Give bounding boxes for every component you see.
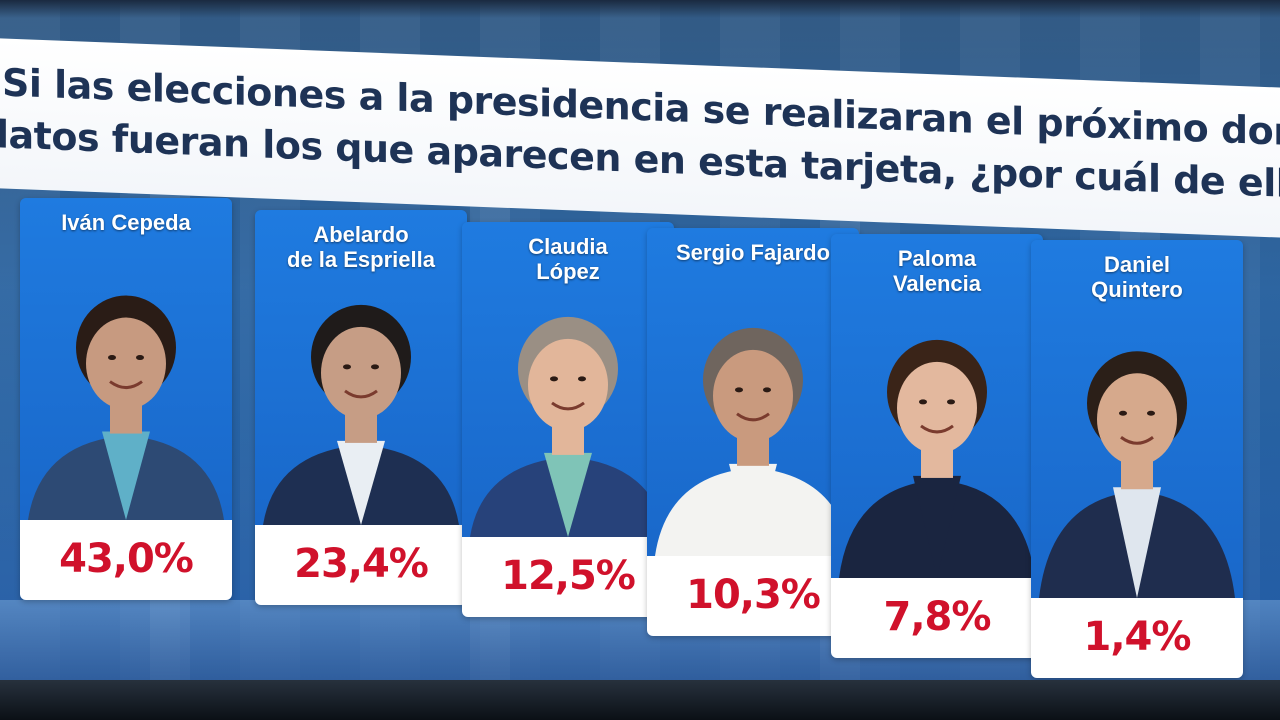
- candidate-photo: [470, 316, 666, 537]
- percentage-box: 43,0%: [20, 520, 232, 600]
- candidate-photo: [28, 295, 224, 520]
- candidate-name: Iván Cepeda: [61, 210, 191, 235]
- percentage-value: 10,3%: [686, 572, 821, 618]
- candidate-photo: [1039, 351, 1235, 598]
- candidate-card: Claudia López 12,5%: [462, 222, 674, 617]
- candidate-card: Sergio Fajardo 10,3%: [647, 228, 859, 636]
- candidate-photo: [263, 304, 459, 525]
- percentage-box: 7,8%: [831, 578, 1043, 658]
- screen-top-bezel: [0, 0, 1280, 18]
- percentage-box: 10,3%: [647, 556, 859, 636]
- candidate-card: Iván Cepeda 43,0%: [20, 198, 232, 600]
- candidate-name: Claudia López: [528, 234, 608, 284]
- percentage-value: 43,0%: [59, 536, 194, 582]
- percentage-value: 12,5%: [501, 553, 636, 599]
- screen-bottom-bezel: [0, 680, 1280, 720]
- candidate-photo: [839, 339, 1035, 578]
- percentage-value: 23,4%: [294, 541, 429, 587]
- percentage-value: 1,4%: [1083, 614, 1192, 660]
- percentage-box: 1,4%: [1031, 598, 1243, 678]
- candidate-card: Abelardo de la Espriella 23,4%: [255, 210, 467, 605]
- candidate-photo: [655, 327, 851, 556]
- percentage-box: 23,4%: [255, 525, 467, 605]
- percentage-value: 7,8%: [883, 594, 992, 640]
- candidate-name: Paloma Valencia: [892, 246, 982, 296]
- candidate-card: Paloma Valencia 7,8%: [831, 234, 1043, 658]
- percentage-box: 12,5%: [462, 537, 674, 617]
- candidate-name: Abelardo de la Espriella: [287, 222, 435, 272]
- candidate-card: Daniel Quintero 1,4%: [1031, 240, 1243, 678]
- candidate-name: Daniel Quintero: [1091, 252, 1183, 302]
- candidate-name: Sergio Fajardo: [675, 240, 831, 265]
